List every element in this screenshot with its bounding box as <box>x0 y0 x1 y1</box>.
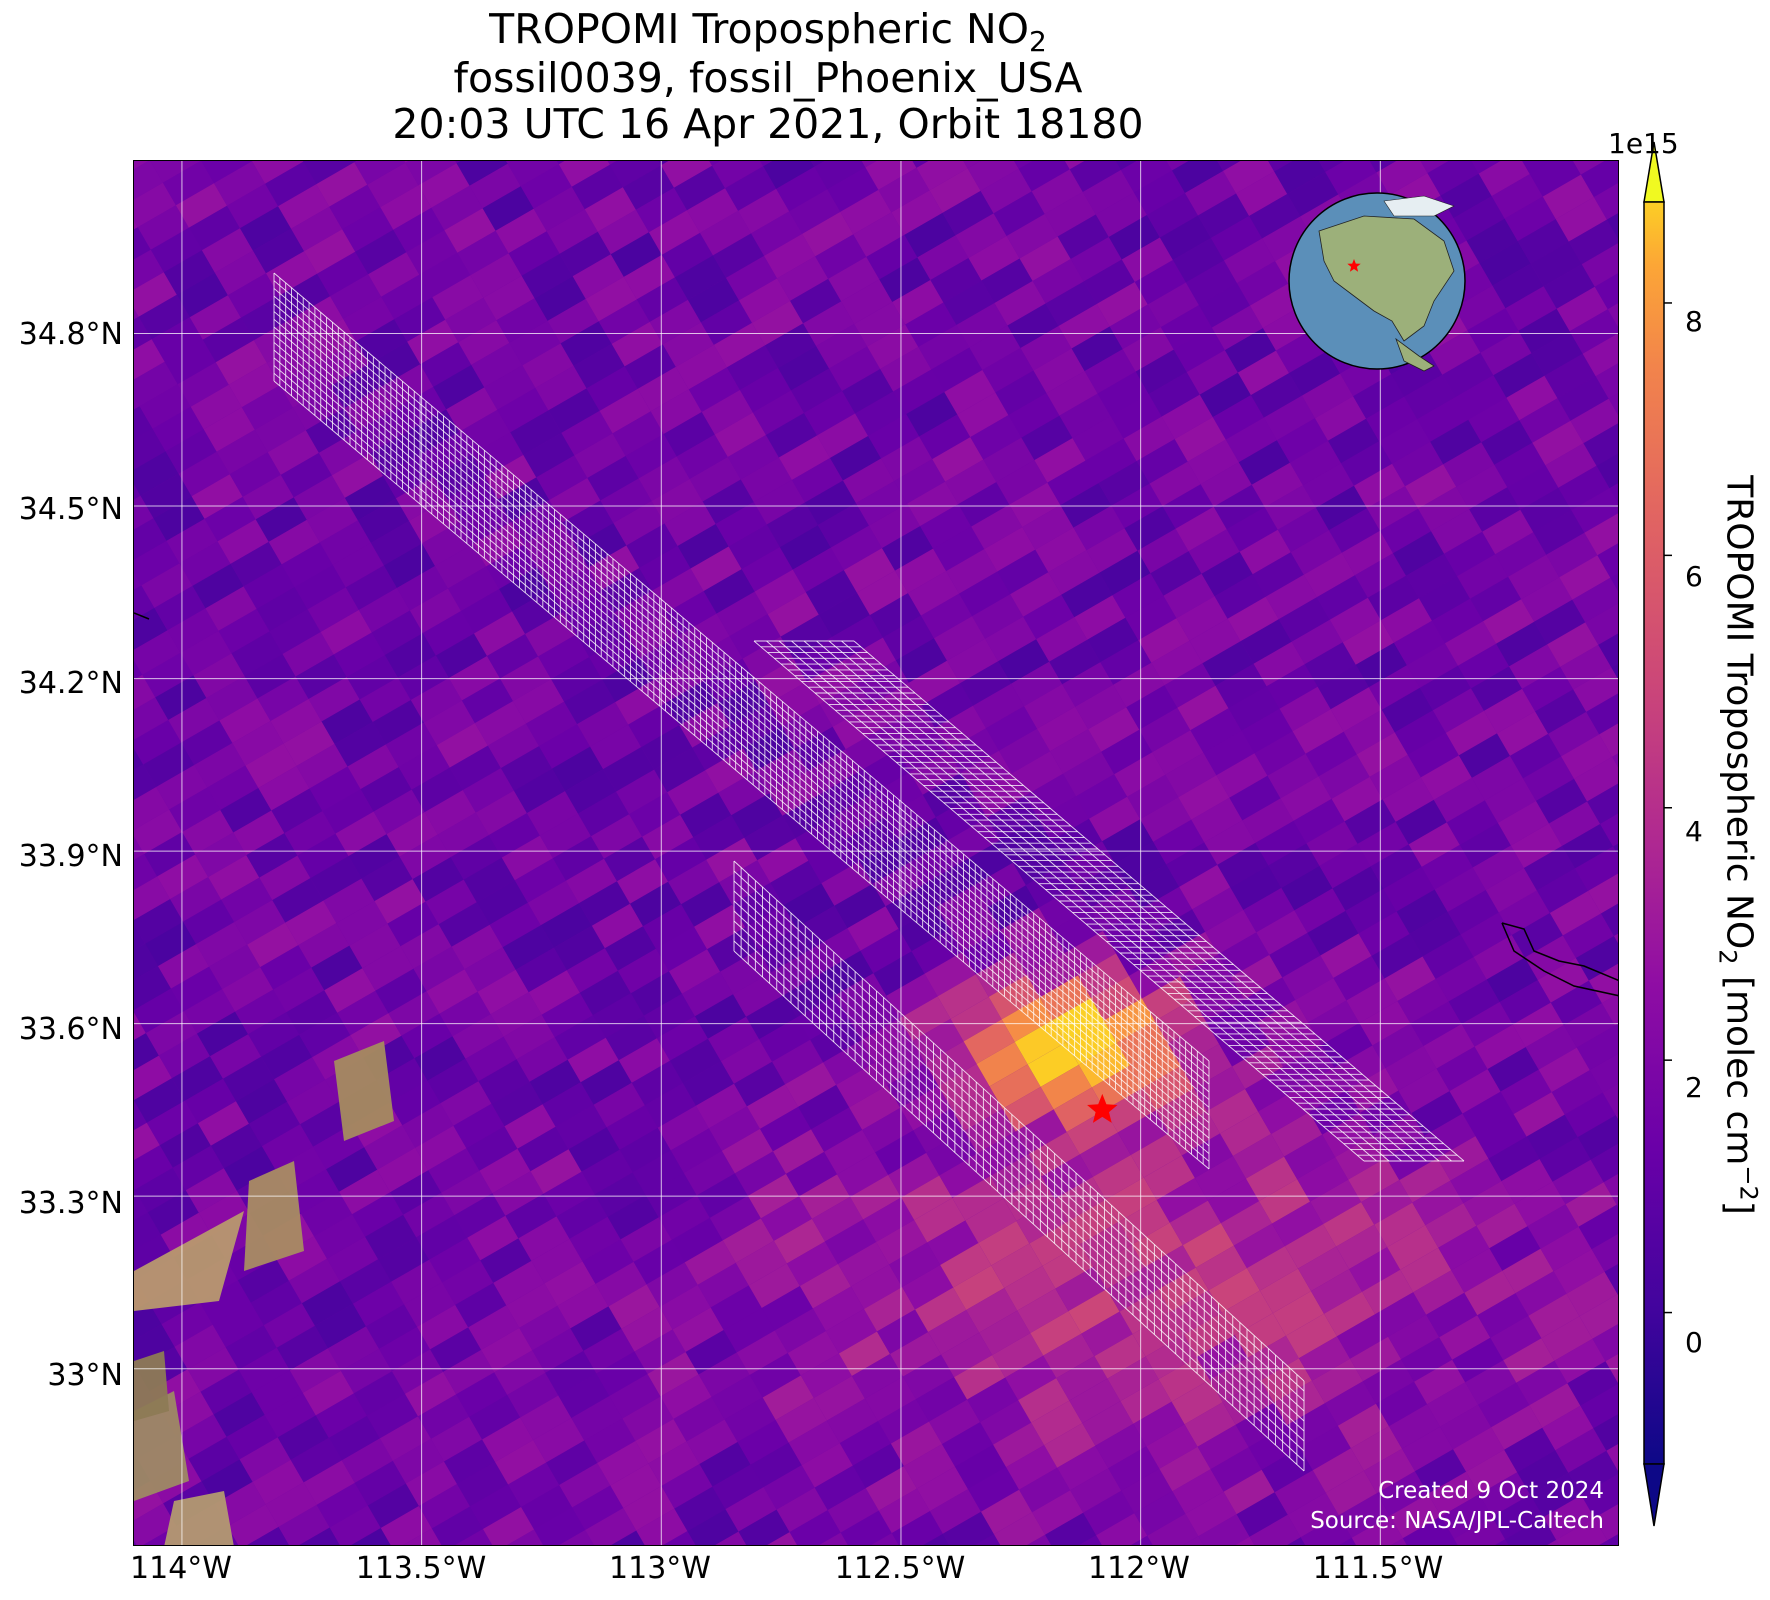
created-date-credit: Created 9 Oct 2024 <box>1378 1478 1604 1504</box>
no2-heatmap <box>134 161 1619 1546</box>
lat-label: 34.8°N <box>0 318 123 352</box>
colorbar-tick-label: 8 <box>1685 307 1703 337</box>
lat-label: 33.6°N <box>0 1013 123 1047</box>
lon-label: 112.5°W <box>835 1552 966 1586</box>
lon-label: 111.5°W <box>1313 1552 1444 1586</box>
no2-pixel <box>1619 1362 1620 1407</box>
chart-title-line-1: TROPOMI Tropospheric NO2 <box>0 6 1536 52</box>
lat-label: 33.9°N <box>0 840 123 874</box>
map-panel <box>133 160 1619 1546</box>
lon-label: 113.5°W <box>356 1552 487 1586</box>
colorbar-tick-label: 2 <box>1685 1073 1703 1103</box>
title-text: TROPOMI Tropospheric NO <box>489 5 1029 53</box>
lon-label: 112°W <box>1088 1552 1190 1586</box>
satellite-imagery-patch <box>134 1351 169 1421</box>
colorbar-tick-label: 0 <box>1685 1328 1703 1358</box>
lat-label: 33°N <box>0 1359 123 1393</box>
lon-label: 114°W <box>130 1552 232 1586</box>
colorbar-exponent: 1e15 <box>1608 129 1679 159</box>
chart-title-line-2: fossil0039, fossil_Phoenix_USA <box>0 55 1536 101</box>
lat-label: 34.5°N <box>0 493 123 527</box>
source-credit: Source: NASA/JPL-Caltech <box>1310 1508 1604 1534</box>
colorbar-tick-label: 4 <box>1685 817 1703 847</box>
chart-title-line-3: 20:03 UTC 16 Apr 2021, Orbit 18180 <box>0 101 1536 147</box>
colorbar-tick-label: 6 <box>1685 562 1703 592</box>
lat-label: 33.3°N <box>0 1187 123 1221</box>
lat-label: 34.2°N <box>0 667 123 701</box>
lon-label: 113°W <box>609 1552 711 1586</box>
colorbar-extend-bottom <box>1644 1464 1664 1526</box>
colorbar-label: TROPOMI Tropospheric NO2 [molec cm−2] <box>1713 475 1762 1215</box>
colorbar-gradient <box>1644 202 1664 1464</box>
